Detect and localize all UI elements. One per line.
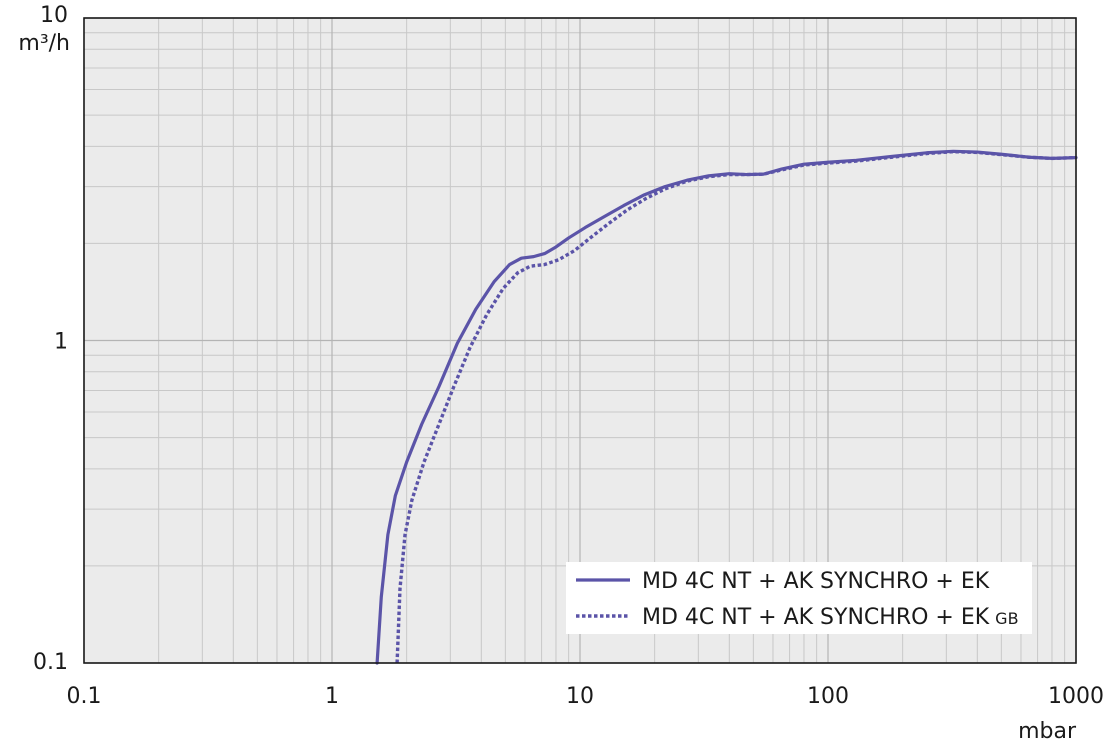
legend-label-series-2-sub: GB	[995, 609, 1018, 628]
y-tick-label: 1	[54, 330, 68, 355]
x-tick-label: 10	[566, 684, 594, 709]
y-tick-label: 10	[40, 3, 68, 28]
x-axis-unit: mbar	[1018, 719, 1077, 744]
x-tick-labels: 0.1 1 10 100 1000	[67, 684, 1105, 709]
y-tick-label: 0.1	[33, 650, 68, 675]
legend-label-series-2: MD 4C NT + AK SYNCHRO + EK GB	[642, 605, 1019, 630]
legend-box	[566, 562, 1032, 634]
series-layer	[375, 149, 1078, 665]
y-axis-unit: m³/h	[18, 31, 70, 56]
series-line-2	[395, 149, 1077, 664]
plot-frame	[83, 17, 1077, 664]
legend-label-series-2-main: MD 4C NT + AK SYNCHRO + EK	[642, 605, 990, 630]
legend: MD 4C NT + AK SYNCHRO + EK MD 4C NT + AK…	[566, 562, 1032, 634]
x-tick-label: 1000	[1048, 684, 1104, 709]
x-tick-label: 0.1	[67, 684, 102, 709]
y-tick-labels: 0.1 1 10	[33, 3, 68, 675]
legend-label-series-1: MD 4C NT + AK SYNCHRO + EK	[642, 569, 990, 594]
x-tick-label: 1	[325, 684, 339, 709]
x-tick-label: 100	[807, 684, 849, 709]
